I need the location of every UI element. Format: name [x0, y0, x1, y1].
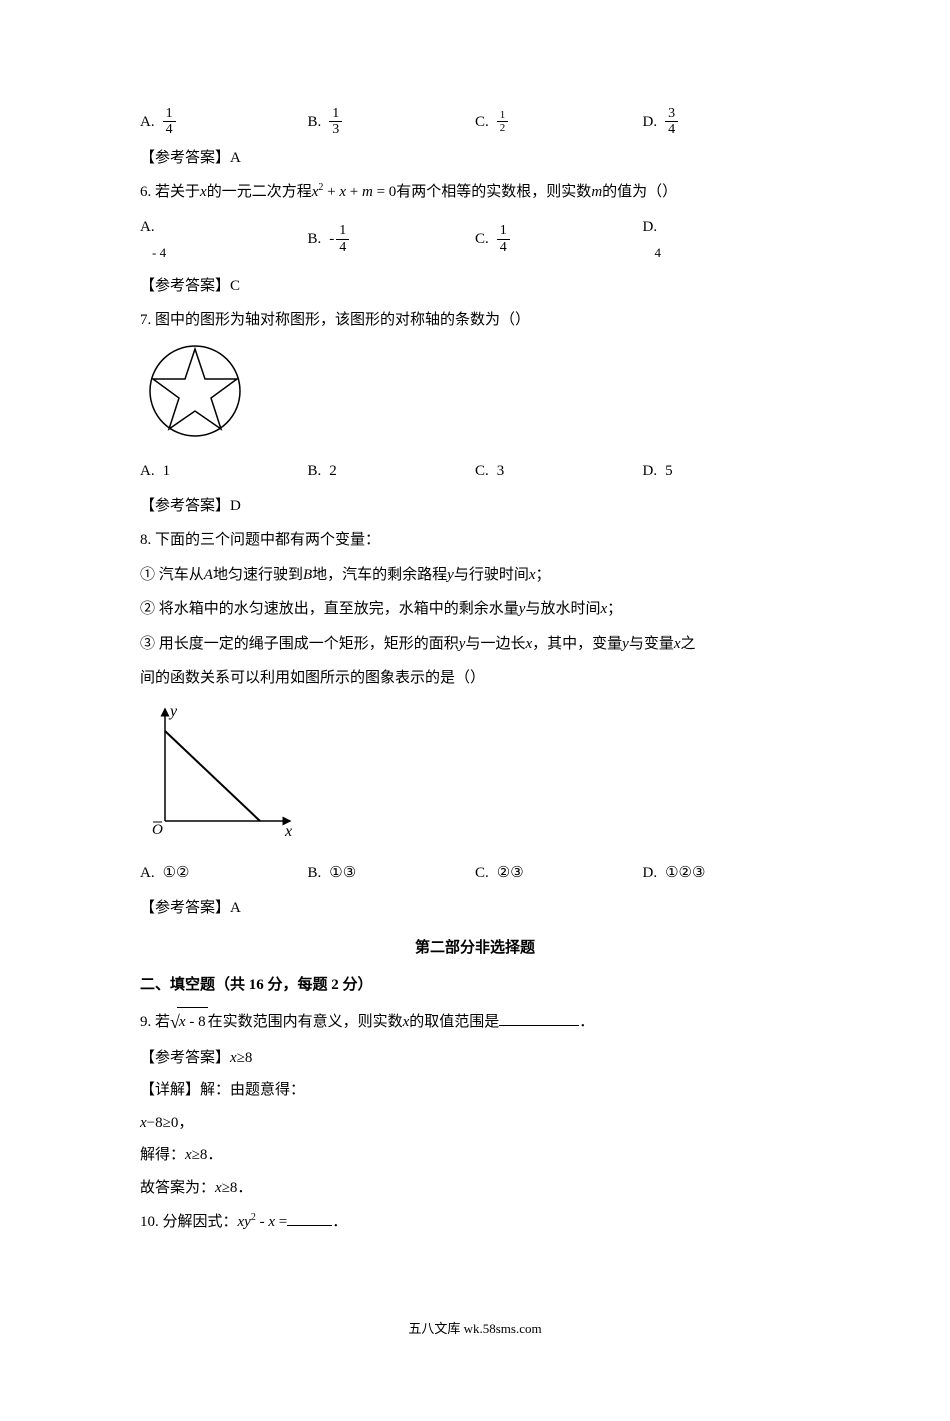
- q8-line2: ① 汽车从A地匀速行驶到B地，汽车的剩余路程y与行驶时间x；: [140, 561, 810, 590]
- q5-option-d: D. 3 4: [643, 106, 811, 138]
- option-value: ①③: [329, 859, 356, 888]
- q9-text: 9. 若√x - 8在实数范围内有意义，则实数x的取值范围是．: [140, 1005, 810, 1039]
- option-label: D.: [643, 213, 658, 242]
- q7-options: A. 1 B. 2 C. 3 D. 5: [140, 457, 810, 486]
- q8-line5: 间的函数关系可以利用如图所示的图象表示的是（）: [140, 664, 810, 693]
- q7-text: 7. 图中的图形为轴对称图形，该图形的对称轴的条数为（）: [140, 306, 810, 335]
- q5-option-c: C. 1 2: [475, 108, 643, 137]
- fraction: 1 4: [497, 223, 510, 255]
- option-label: B.: [308, 108, 322, 137]
- option-value: ②③: [497, 859, 524, 888]
- option-label: C.: [475, 225, 489, 254]
- option-label: A.: [140, 859, 155, 888]
- q5-option-b: B. 1 3: [308, 106, 476, 138]
- sqrt-expression: √x - 8: [170, 1005, 208, 1039]
- option-value: - 4: [140, 241, 166, 266]
- fraction: 1 4: [163, 106, 176, 138]
- section2-subtitle: 二、填空题（共 16 分，每题 2 分）: [140, 971, 810, 1000]
- q9-answer: 【参考答案】x≥8: [140, 1044, 810, 1073]
- q5-options: A. 1 4 B. 1 3 C. 1 2 D. 3 4: [140, 106, 810, 138]
- option-label: D.: [643, 108, 658, 137]
- blank-input: [499, 1008, 579, 1026]
- option-value: 1: [163, 457, 171, 486]
- graph-figure: y x O: [140, 701, 810, 852]
- axis-origin-label: O: [152, 822, 163, 838]
- fraction: 1 3: [329, 106, 342, 138]
- q8-answer: 【参考答案】A: [140, 894, 810, 923]
- q6-option-d: D. 4: [643, 213, 811, 266]
- q8-option-d: D. ①②③: [643, 859, 811, 888]
- option-label: B.: [308, 225, 322, 254]
- page-footer: 五八文库 wk.58sms.com: [140, 1317, 810, 1342]
- option-label: B.: [308, 457, 322, 486]
- q6-option-b: B. - 1 4: [308, 223, 476, 255]
- option-label: C.: [475, 108, 489, 137]
- option-label: B.: [308, 859, 322, 888]
- q8-line3: ② 将水箱中的水匀速放出，直至放完，水箱中的剩余水量y与放水时间x；: [140, 595, 810, 624]
- option-value: ①②③: [665, 859, 705, 888]
- option-label: A.: [140, 108, 155, 137]
- q6-option-c: C. 1 4: [475, 223, 643, 255]
- option-label: D.: [643, 457, 658, 486]
- q7-option-a: A. 1: [140, 457, 308, 486]
- option-value: 2: [329, 457, 337, 486]
- q10-text: 10. 分解因式：xy2 - x =．: [140, 1208, 810, 1237]
- graph-svg: y x O: [140, 701, 300, 841]
- q8-option-a: A. ①②: [140, 859, 308, 888]
- option-value: 3: [497, 457, 505, 486]
- section2-title: 第二部分非选择题: [140, 934, 810, 963]
- q5-answer: 【参考答案】A: [140, 144, 810, 173]
- q7-answer: 【参考答案】D: [140, 492, 810, 521]
- q8-line1: 8. 下面的三个问题中都有两个变量：: [140, 526, 810, 555]
- option-label: A.: [140, 213, 158, 242]
- q6-answer: 【参考答案】C: [140, 272, 810, 301]
- q5-option-a: A. 1 4: [140, 106, 308, 138]
- q8-option-b: B. ①③: [308, 859, 476, 888]
- q7-option-d: D. 5: [643, 457, 811, 486]
- q8-option-c: C. ②③: [475, 859, 643, 888]
- q9-detail-label: 【详解】解：由题意得：: [140, 1076, 810, 1105]
- q7-option-c: C. 3: [475, 457, 643, 486]
- star-figure: [140, 341, 810, 452]
- star-svg: [140, 341, 250, 441]
- q6-options: A. - 4 B. - 1 4 C. 1 4 D. 4: [140, 213, 810, 266]
- fraction: 1 2: [497, 109, 509, 134]
- option-value: 5: [665, 457, 673, 486]
- axis-x-label: x: [284, 823, 292, 840]
- axis-y-label: y: [168, 703, 178, 720]
- q6-option-a: A. - 4: [140, 213, 308, 266]
- q9-detail-1: x−8≥0，: [140, 1109, 810, 1138]
- q8-line4: ③ 用长度一定的绳子围成一个矩形，矩形的面积y与一边长x，其中，变量y与变量x之: [140, 630, 810, 659]
- option-label: C.: [475, 457, 489, 486]
- q9-detail-2: 解得：x≥8．: [140, 1141, 810, 1170]
- q6-text: 6. 若关于x的一元二次方程x2 + x + m = 0有两个相等的实数根，则实…: [140, 178, 810, 207]
- q7-option-b: B. 2: [308, 457, 476, 486]
- fraction: 1 4: [336, 223, 349, 255]
- fraction: 3 4: [665, 106, 678, 138]
- option-label: C.: [475, 859, 489, 888]
- blank-input: [287, 1208, 332, 1226]
- q9-detail-3: 故答案为：x≥8．: [140, 1174, 810, 1203]
- q8-options: A. ①② B. ①③ C. ②③ D. ①②③: [140, 859, 810, 888]
- option-label: D.: [643, 859, 658, 888]
- option-label: A.: [140, 457, 155, 486]
- option-value: 4: [643, 241, 666, 266]
- option-value: ①②: [163, 859, 190, 888]
